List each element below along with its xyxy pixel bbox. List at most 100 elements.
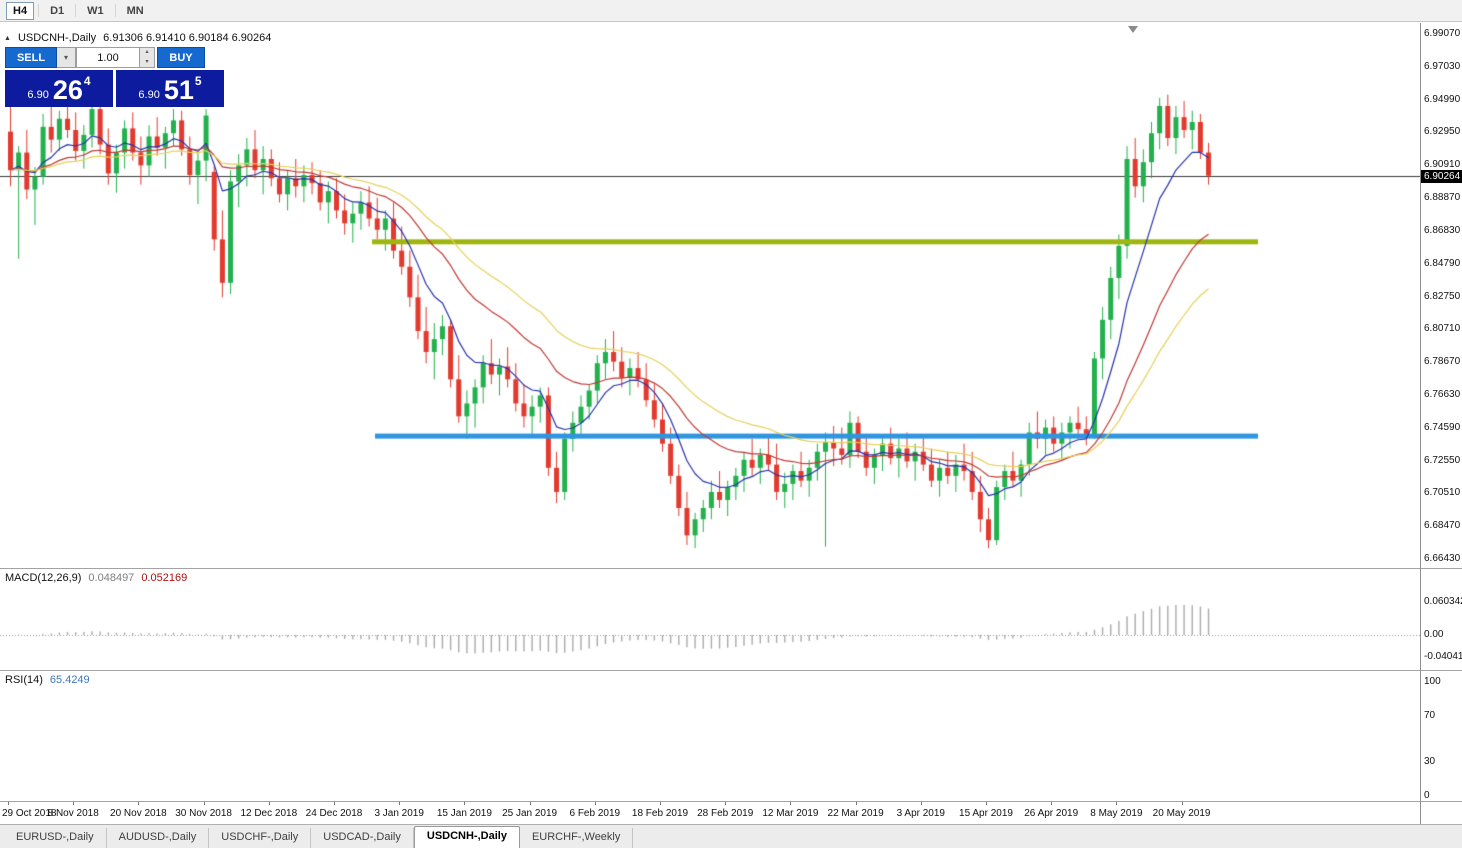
date-axis-label: 15 Apr 2019 [959,808,1013,819]
price-axis-border [1420,23,1421,824]
toolbar-separator [38,4,40,17]
one-click-trading-panel: SELL ▾ ▴ ▾ BUY 6.90 26 4 6.90 51 5 [5,47,224,107]
date-axis-label: 3 Jan 2019 [374,808,424,819]
date-axis-label: 18 Feb 2019 [631,808,689,819]
chart-ohlc-readout: 6.91306 6.91410 6.90184 6.90264 [103,32,272,44]
price-axis-label: 6.94990 [1424,93,1461,105]
sell-price-display[interactable]: 6.90 26 4 [5,70,113,107]
date-axis-tick [594,802,596,805]
chart-tab-usdcnh-daily[interactable]: USDCNH-,Daily [413,826,520,848]
date-axis-tick [268,802,270,805]
date-axis-label: 20 May 2019 [1152,808,1211,819]
chevron-down-icon: ▾ [63,53,68,62]
volume-stepper[interactable]: ▴ ▾ [140,47,155,68]
rsi-indicator-pane: RSI(14) 65.4249 [0,671,1420,801]
sell-price-sup: 4 [83,74,91,88]
rsi-axis-label: 30 [1424,755,1436,767]
macd-signal-value: 0.052169 [141,572,188,584]
volume-input[interactable] [76,47,140,68]
date-axis-tick [138,802,140,805]
pane-separator[interactable] [0,670,1462,671]
macd-name: MACD(12,26,9) [5,572,82,584]
price-axis-label: 6.72550 [1424,454,1461,466]
macd-axis-label: 0.00 [1424,629,1444,640]
toolbar-separator [114,4,116,17]
chart-title: ▲ USDCNH-,Daily 6.91306 6.91410 6.90184 … [4,32,271,44]
pane-separator[interactable] [0,568,1462,569]
price-axis-label: 6.74590 [1424,421,1461,433]
volume-dropdown-button[interactable]: ▾ [57,47,76,68]
trade-controls-row: SELL ▾ ▴ ▾ BUY [5,47,224,68]
price-axis-label: 6.68470 [1424,520,1461,532]
timeframe-button-h4[interactable]: H4 [6,1,35,20]
price-axis-label: 6.82750 [1424,290,1461,302]
price-axis-label: 6.70510 [1424,487,1461,499]
macd-main-value: 0.048497 [88,572,135,584]
rsi-axis-label: 0 [1424,790,1430,801]
date-axis-label: 24 Dec 2018 [305,808,363,819]
chart-tab-eurusd-daily[interactable]: EURUSD-,Daily [4,828,107,848]
timeframe-toolbar: H4 D1 W1 MN [0,0,1462,22]
price-axis-label: 6.88870 [1424,192,1461,204]
pane-separator[interactable] [0,801,1462,802]
trade-prices-row: 6.90 26 4 6.90 51 5 [5,70,224,107]
timeframe-button-mn[interactable]: MN [120,2,151,20]
price-axis-label: 6.84790 [1424,257,1461,269]
rsi-canvas[interactable] [0,671,1420,801]
date-axis-tick [725,802,727,805]
buy-button[interactable]: BUY [157,47,205,68]
macd-axis-label: 0.060342 [1424,596,1462,608]
date-axis-label: 29 Oct 2018 [2,808,57,819]
price-axis[interactable]: 6.90264 6.99070 6.97030 6.94990 6.92950 6.90… [1421,23,1462,824]
price-axis-label: 6.92950 [1424,126,1461,138]
chart-tab-audusd-daily[interactable]: AUDUSD-,Daily [107,828,210,848]
rsi-label: RSI(14) 65.4249 [5,674,90,686]
date-axis-tick [399,802,401,805]
volume-increment-icon[interactable]: ▴ [145,49,149,55]
chart-tab-eurchf-weekly[interactable]: EURCHF-,Weekly [520,828,634,848]
date-axis-tick [986,802,987,805]
date-axis-tick [203,802,205,805]
price-axis-label: 6.90910 [1424,159,1461,171]
buy-price-display[interactable]: 6.90 51 5 [116,70,224,107]
price-axis-label: 6.86830 [1424,224,1461,236]
date-axis-tick [464,802,466,805]
chart-shift-marker-icon [1128,26,1138,33]
price-axis-label: 6.76630 [1424,388,1461,400]
date-axis-label: 20 Nov 2018 [110,808,167,819]
date-axis-label: 26 Apr 2019 [1024,808,1079,819]
price-axis-label: 6.78670 [1424,356,1461,368]
chart-symbol-period: USDCNH-,Daily [17,32,97,44]
timeframe-button-w1[interactable]: W1 [80,2,111,20]
date-axis-label: 12 Dec 2018 [240,808,298,819]
date-axis-label: 25 Jan 2019 [502,808,558,819]
chart-tab-usdcad-daily[interactable]: USDCAD-,Daily [311,828,414,848]
price-chart-canvas[interactable] [0,23,1420,568]
date-axis-label: 28 Feb 2019 [697,808,754,819]
volume-decrement-icon[interactable]: ▾ [145,58,149,65]
date-axis-tick [73,802,75,805]
date-axis-label: 12 Mar 2019 [762,808,819,819]
date-axis-label: 30 Nov 2018 [175,808,232,819]
buy-price-big: 51 [163,75,194,105]
date-axis-label: 8 Nov 2018 [47,808,99,819]
price-axis-label: 6.80710 [1424,323,1461,335]
collapse-trade-panel-icon[interactable]: ▲ [4,34,11,42]
date-axis-tick [920,802,922,805]
date-axis-label: 22 Mar 2019 [827,808,884,819]
time-axis[interactable]: 29 Oct 2018 8 Nov 2018 20 Nov 2018 30 Nov 2… [0,802,1420,824]
macd-canvas[interactable] [0,569,1420,670]
date-axis-tick [1116,802,1118,805]
buy-price-sup: 5 [194,74,202,88]
chart-tab-usdchf-daily[interactable]: USDCHF-,Daily [209,828,312,848]
date-axis-label: 3 Apr 2019 [896,808,945,819]
date-axis-tick [855,802,857,805]
current-price-tag: 6.90264 [1421,169,1462,183]
date-axis-label: 15 Jan 2019 [436,808,492,819]
price-axis-label: 6.66430 [1424,553,1461,564]
date-axis-tick [1181,802,1183,805]
timeframe-button-d1[interactable]: D1 [43,2,71,20]
sell-button[interactable]: SELL [5,47,57,68]
price-axis-label: 6.97030 [1424,60,1461,72]
